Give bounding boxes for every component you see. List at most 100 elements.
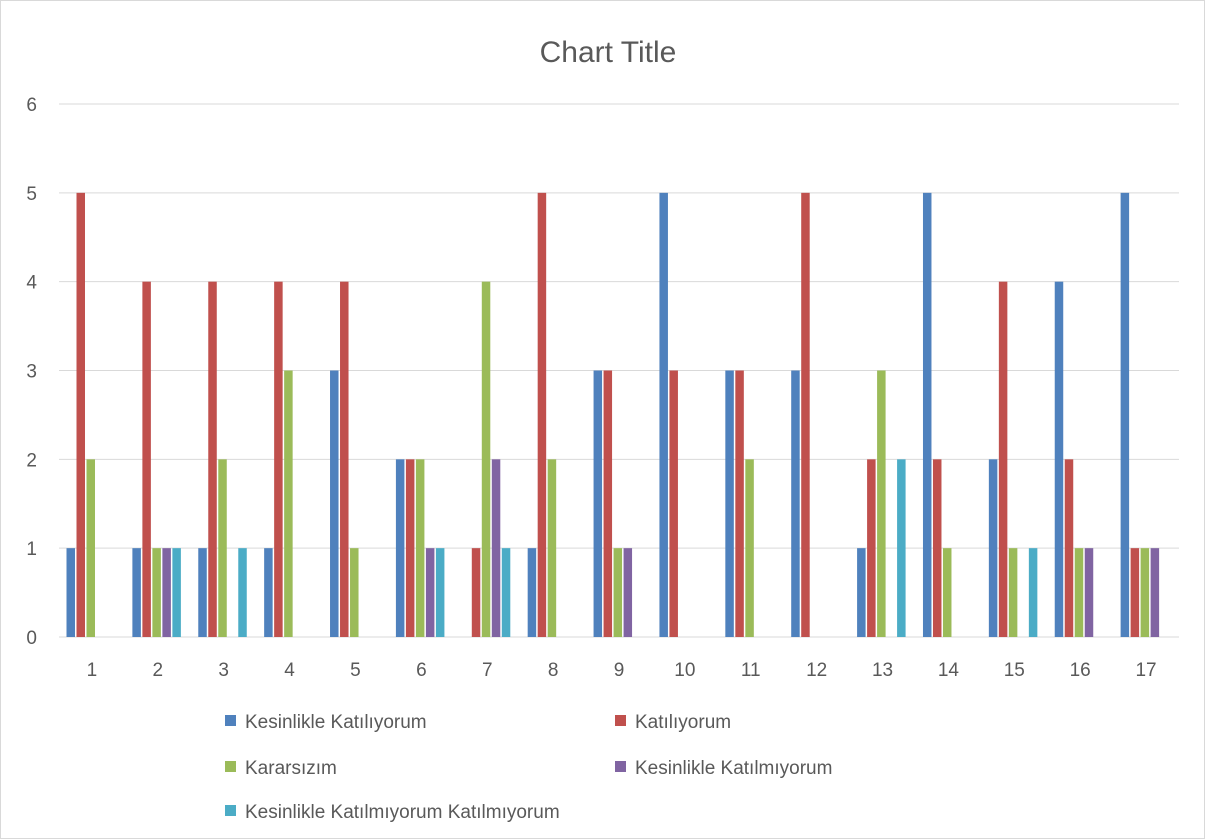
bar [988,459,998,637]
bar [659,192,668,638]
bar [425,548,435,637]
x-tick-label: 10 [674,660,695,681]
bar [481,281,491,637]
bar [1074,548,1084,637]
bar [395,459,405,637]
legend-label: Kesinlikle Katılmıyorum Katılmıyorum [245,802,560,823]
x-tick-label: 3 [218,660,229,681]
x-tick-label: 6 [416,660,427,681]
bar [274,281,283,637]
bar [897,459,906,637]
bar [613,548,623,637]
legend-label: Katılıyorum [635,712,731,733]
bar [593,370,603,637]
bar [162,548,171,637]
x-tick-label: 17 [1135,660,1156,681]
bar [218,459,227,637]
chart-title: Chart Title [540,36,677,69]
x-tick-label: 9 [614,660,625,681]
bar [340,281,349,637]
bar [491,459,501,637]
x-tick-label: 7 [482,660,493,681]
bar [1064,459,1074,637]
bar [857,548,866,637]
bar [1130,548,1140,637]
legend-swatch [225,805,236,816]
y-axis-ticks: 0 1 2 3 4 5 6 [26,95,37,649]
bar [623,548,633,637]
bar [527,548,537,637]
legend-label: Kesinlikle Katılmıyorum [635,758,832,779]
bars [66,192,1160,638]
legend: Kesinlikle Katılıyorum Katılıyorum Kararsı… [225,712,832,823]
bar [76,192,85,638]
x-tick-label: 12 [806,660,827,681]
x-tick-label: 16 [1070,660,1091,681]
bar [745,459,754,637]
y-tick-label: 3 [26,362,37,383]
bar [669,370,678,637]
bar [152,548,161,637]
bar [415,459,425,637]
x-tick-label: 1 [87,660,98,681]
bar [801,192,810,638]
bar [1150,548,1160,637]
y-tick-label: 2 [26,450,37,471]
bar [208,281,217,637]
bar [1054,281,1064,637]
y-tick-label: 4 [26,273,37,294]
legend-label: Kararsızım [245,758,337,779]
bar [547,459,557,637]
bar [1140,548,1150,637]
bar [142,281,151,637]
bar [435,548,445,637]
bar [284,370,293,637]
x-tick-label: 15 [1004,660,1025,681]
x-tick-label: 11 [741,660,761,681]
y-tick-label: 0 [26,628,37,649]
bar [1120,192,1130,638]
x-tick-label: 8 [548,660,559,681]
bar [501,548,511,637]
bar [603,370,613,637]
y-tick-label: 5 [26,184,37,205]
y-tick-label: 6 [26,95,37,116]
x-tick-label: 13 [872,660,893,681]
bar [330,370,339,637]
bar [791,370,800,637]
x-tick-label: 4 [284,660,295,681]
bar [735,370,744,637]
bar [471,548,481,637]
bar [86,459,95,637]
bar [867,459,876,637]
bar [725,370,734,637]
x-axis-ticks: 1 2 3 4 5 6 7 8 9 10 11 12 13 14 15 16 17 [87,660,1157,681]
bar [922,192,932,638]
x-tick-label: 5 [350,660,361,681]
x-tick-label: 2 [153,660,164,681]
bar [998,281,1008,637]
bar [238,548,247,637]
legend-label: Kesinlikle Katılıyorum [245,712,427,733]
bar [1008,548,1018,637]
legend-swatch [615,715,626,726]
bar [405,459,415,637]
legend-swatch [225,715,236,726]
bar [350,548,359,637]
bar [932,459,942,637]
bar [877,370,886,637]
bar [942,548,952,637]
bar [264,548,273,637]
bar [172,548,181,637]
bar [198,548,207,637]
bar [1084,548,1094,637]
y-tick-label: 1 [26,539,37,560]
legend-swatch [225,761,236,772]
bar [66,548,75,637]
bar [132,548,141,637]
bar [1028,548,1038,637]
legend-swatch [615,761,626,772]
x-tick-label: 14 [938,660,960,681]
